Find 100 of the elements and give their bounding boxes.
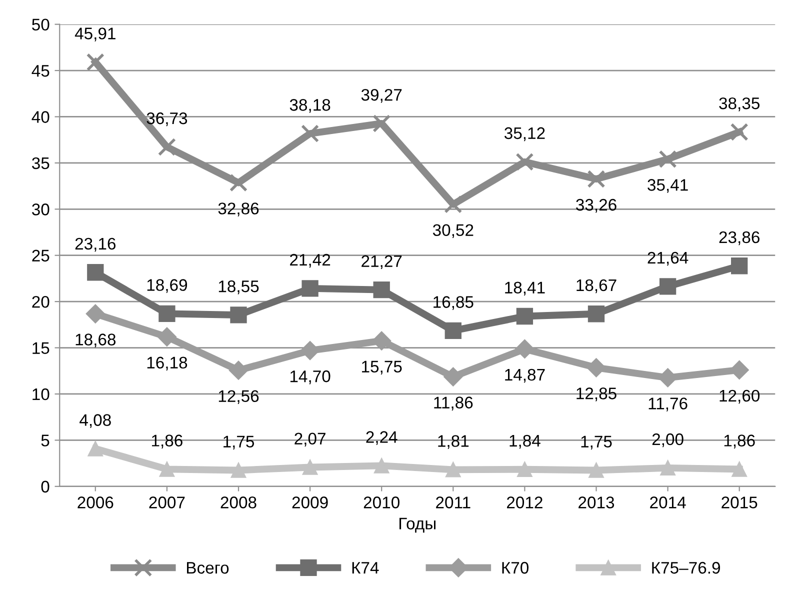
data-label: 14,70 <box>290 370 330 384</box>
x-axis-title: Годы <box>399 518 436 533</box>
point <box>516 308 534 325</box>
point <box>658 368 678 388</box>
y-tick-label: 35 <box>32 157 50 170</box>
data-label: 1,75 <box>224 436 254 450</box>
point <box>446 462 461 478</box>
y-tick-label: 45 <box>32 65 50 77</box>
point <box>588 306 605 322</box>
point <box>372 331 392 350</box>
point <box>229 174 248 192</box>
data-label: 35,12 <box>504 127 545 142</box>
data-label: 1,86 <box>724 434 755 448</box>
point <box>658 150 677 168</box>
data-label: 1,84 <box>510 434 540 449</box>
point <box>372 114 391 133</box>
data-label: 11,86 <box>434 396 473 410</box>
data-label: 23,86 <box>719 231 760 246</box>
data-label: 18,55 <box>218 280 259 294</box>
y-tick-label: 5 <box>41 434 50 446</box>
data-label: 18,67 <box>576 279 616 294</box>
point <box>302 280 318 297</box>
data-label: 21,42 <box>290 254 330 268</box>
data-label: 39,27 <box>361 88 402 103</box>
data-label: 18,68 <box>76 334 116 348</box>
data-label: 12,56 <box>218 390 259 404</box>
y-tick-label: 0 <box>41 480 50 493</box>
y-tick-label: 25 <box>32 250 50 262</box>
data-label: 23,16 <box>75 238 116 252</box>
data-label: 12,85 <box>576 388 616 402</box>
data-label: 36,73 <box>146 112 188 126</box>
y-tick-label: 40 <box>32 111 50 123</box>
data-label: 1,75 <box>581 436 612 450</box>
point <box>516 152 534 171</box>
data-label: 12,60 <box>720 390 760 404</box>
point <box>86 304 105 324</box>
data-label: 38,35 <box>719 97 760 112</box>
point <box>515 339 534 359</box>
data-label: 15,75 <box>362 360 402 374</box>
data-label: 30,52 <box>432 224 474 238</box>
legend-label: К70 <box>502 562 529 574</box>
data-label: 14,87 <box>505 368 545 383</box>
y-tick-label: 10 <box>32 388 50 400</box>
y-tick-label: 30 <box>32 204 50 216</box>
data-label: 4,08 <box>80 414 111 428</box>
point <box>586 358 606 378</box>
point <box>660 460 676 476</box>
data-label: 21,64 <box>648 252 688 266</box>
point <box>158 138 176 156</box>
x-tick-label: 2009 <box>292 496 328 508</box>
data-label: 32,86 <box>218 202 259 216</box>
legend-label: К75–76.9 <box>652 562 720 574</box>
point <box>157 327 176 346</box>
x-tick-label: 2008 <box>220 496 256 508</box>
x-tick-label: 2007 <box>149 496 185 508</box>
point <box>588 462 604 478</box>
data-label: 38,18 <box>290 99 330 113</box>
point <box>87 264 104 281</box>
point <box>730 122 748 142</box>
point <box>444 195 462 214</box>
point <box>732 462 747 477</box>
data-label: 33,26 <box>576 198 616 213</box>
data-label: 18,69 <box>147 279 188 293</box>
data-label: 35,41 <box>648 179 688 193</box>
point <box>159 462 175 477</box>
point <box>374 458 390 474</box>
data-label: 16,18 <box>147 356 188 371</box>
point <box>587 170 606 188</box>
data-label: 21,27 <box>362 255 402 270</box>
x-tick-label: 2010 <box>364 496 400 508</box>
data-label: 2,07 <box>294 432 326 446</box>
point <box>444 367 463 386</box>
point <box>230 306 247 324</box>
data-label: 1,81 <box>438 435 469 449</box>
point <box>302 460 318 475</box>
x-tick-label: 2012 <box>507 496 542 508</box>
legend-label: Всего <box>187 562 229 574</box>
point <box>88 441 104 456</box>
x-tick-label: 2011 <box>436 496 470 508</box>
y-tick-label: 20 <box>32 296 50 308</box>
point <box>301 124 320 143</box>
point <box>158 305 176 322</box>
data-label: 2,24 <box>366 431 398 445</box>
point <box>659 278 676 295</box>
x-tick-label: 2006 <box>78 496 114 508</box>
x-tick-label: 2013 <box>578 496 614 508</box>
point <box>444 322 462 340</box>
point <box>373 281 390 298</box>
legend-label: К74 <box>352 562 379 574</box>
data-label: 11,76 <box>648 398 688 412</box>
y-tick-label: 15 <box>32 342 50 354</box>
point <box>731 258 748 274</box>
x-tick-label: 2015 <box>722 496 758 508</box>
data-label: 45,91 <box>74 28 116 42</box>
data-label: 2,00 <box>652 433 684 448</box>
point <box>228 360 248 380</box>
point <box>230 462 246 478</box>
point <box>517 462 532 478</box>
point <box>86 53 104 72</box>
x-tick-label: 2014 <box>650 496 686 508</box>
